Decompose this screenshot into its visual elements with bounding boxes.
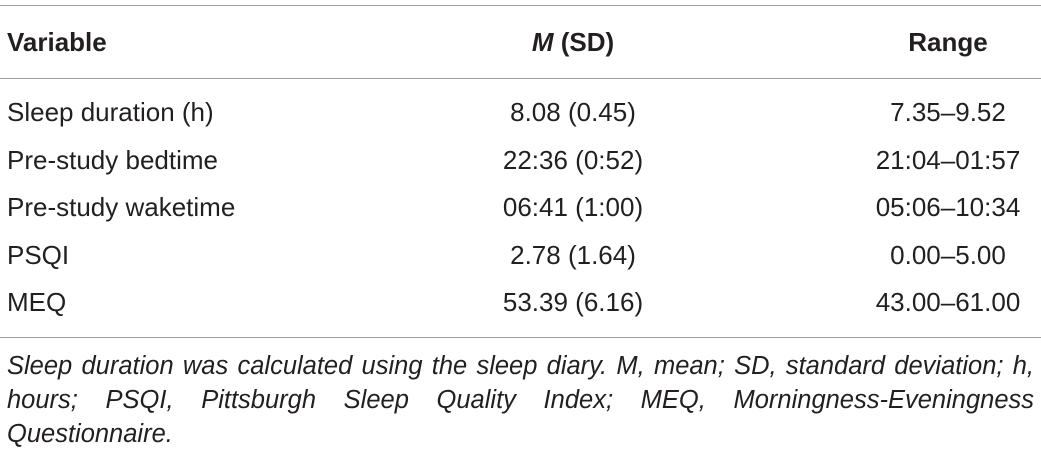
- table-cell: MEQ: [7, 287, 67, 317]
- header-rule: [0, 78, 1041, 79]
- table-cell: 21:04–01:57: [875, 144, 1021, 175]
- table-cell: Pre-study waketime: [7, 192, 236, 222]
- table-cell: 22:36 (0:52): [502, 144, 644, 175]
- header-cell: Variable: [7, 27, 107, 57]
- table-cell: 05:06–10:34: [875, 192, 1021, 222]
- table-cell: 2.78 (1.64): [510, 239, 636, 270]
- footnote: Sleep duration was calculated using the …: [7, 352, 1034, 448]
- table-cell: Pre-study bedtime: [7, 144, 218, 175]
- table-cell: PSQI: [7, 239, 70, 270]
- table-cell: 43.00–61.00: [875, 287, 1021, 317]
- table-cell: 06:41 (1:00): [502, 192, 644, 222]
- top-rule: [0, 5, 1041, 6]
- header-cell: M (SD): [532, 27, 614, 57]
- table-cell: 7.35–9.52: [890, 97, 1006, 127]
- bottom-rule: [0, 337, 1041, 338]
- header-text: (SD): [560, 27, 615, 57]
- table-cell: 8.08 (0.45): [510, 97, 636, 127]
- header-cell: Range: [908, 27, 988, 57]
- table-cell: 0.00–5.00: [890, 239, 1006, 270]
- table-cell: 53.39 (6.16): [502, 287, 644, 317]
- header-italic: M: [531, 27, 554, 57]
- table-cell: Sleep duration (h): [7, 97, 214, 127]
